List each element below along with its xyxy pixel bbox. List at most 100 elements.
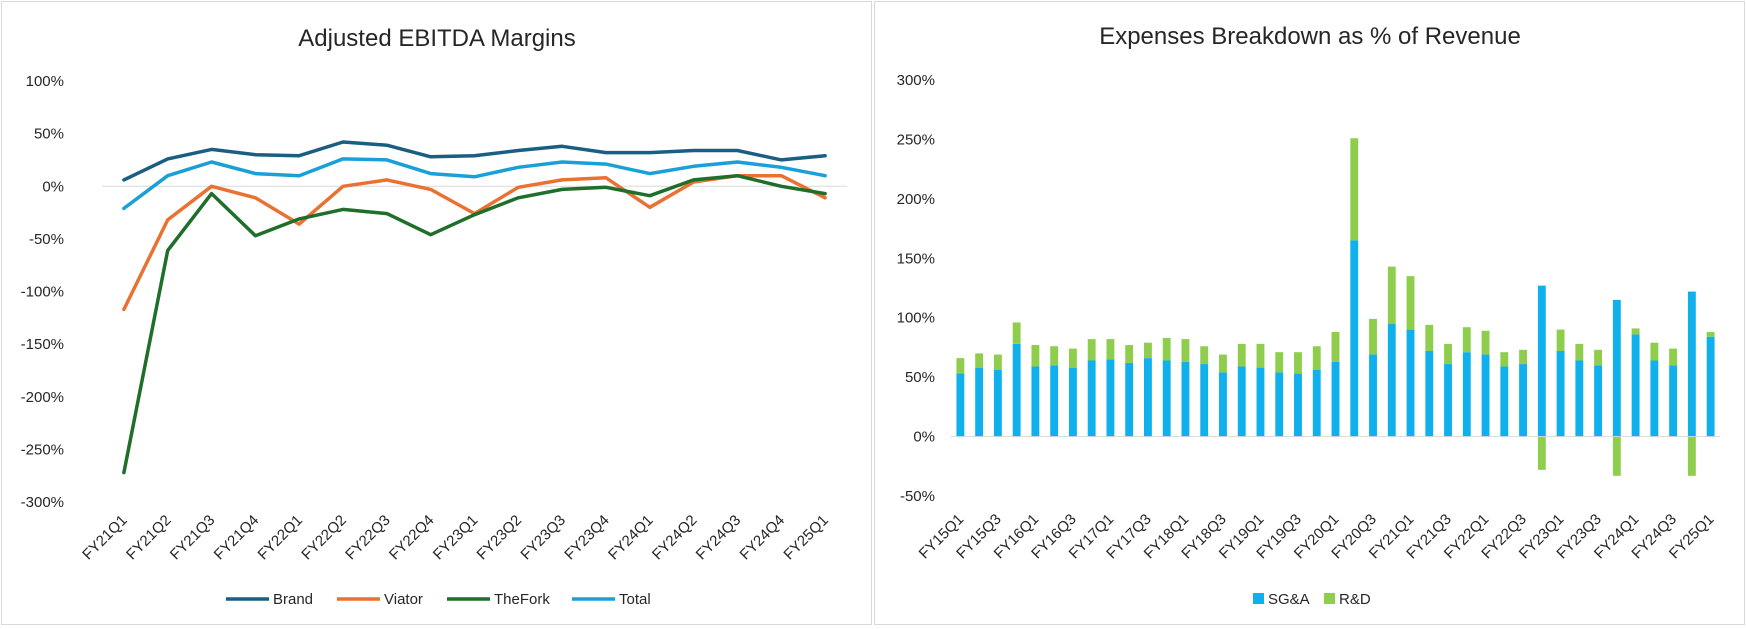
- bar-sga: [1181, 361, 1190, 437]
- y-tick-label: 50%: [34, 126, 64, 143]
- bar-rd: [1068, 348, 1077, 368]
- y-tick-label: -100%: [21, 284, 64, 301]
- bar-sga: [1631, 334, 1640, 437]
- bar-sga: [1444, 364, 1452, 437]
- expenses-bar-chart: Expenses Breakdown as % of Revenue 300% 2…: [897, 23, 1720, 608]
- bar-rd: [1256, 343, 1265, 368]
- bar-rd: [993, 354, 1002, 371]
- x-tick-label: FY23Q1: [430, 512, 482, 564]
- bar-sga: [1500, 366, 1509, 437]
- bar-sga: [1012, 343, 1021, 437]
- x-tick-label: FY22Q1: [255, 512, 307, 564]
- y-tick-label: 100%: [26, 73, 64, 90]
- bar-rd: [1294, 352, 1302, 374]
- bar-rd: [1687, 436, 1696, 476]
- y-tick-label: 200%: [897, 191, 935, 208]
- bar-rd: [1631, 328, 1640, 335]
- bar-sga: [1594, 365, 1603, 437]
- bar-rd: [1144, 342, 1152, 359]
- bar-rd: [1331, 331, 1340, 362]
- x-tick-label: FY23Q2: [474, 512, 526, 564]
- x-tick-label: FY23Q4: [561, 512, 613, 564]
- bar-rd: [1087, 339, 1096, 361]
- bar-rd: [1125, 345, 1134, 363]
- series-line-brand: [122, 140, 827, 182]
- bar-sga: [1387, 323, 1396, 437]
- bar-sga: [1369, 354, 1377, 437]
- bar-rd: [1594, 349, 1603, 366]
- legend-label-thefork: TheFork: [494, 591, 550, 608]
- bar-rd: [1556, 329, 1565, 351]
- bar-rd: [1181, 339, 1190, 362]
- x-tick-label: FY21Q2: [123, 512, 175, 564]
- bar-sga: [1462, 352, 1471, 437]
- bar-rd: [956, 358, 965, 374]
- legend-label-sga: SG&A: [1268, 591, 1310, 608]
- bar-rd: [1369, 318, 1377, 355]
- bar-sga: [993, 370, 1002, 437]
- chart-title: Expenses Breakdown as % of Revenue: [1099, 23, 1521, 50]
- bar-sga: [1612, 299, 1621, 437]
- bar-sga: [1087, 360, 1096, 437]
- bar-rd: [1350, 138, 1359, 241]
- bar-sga: [1256, 367, 1265, 437]
- y-tick-label: 300%: [897, 72, 935, 89]
- y-tick-label: 250%: [897, 131, 935, 148]
- bar-sga: [1200, 364, 1209, 437]
- bar-sga: [1144, 358, 1152, 437]
- series-line-thefork: [122, 173, 827, 475]
- bar-sga: [1669, 365, 1678, 437]
- bar-sga: [1106, 359, 1115, 437]
- bar-sga: [1068, 367, 1077, 437]
- bar-rd: [1031, 345, 1040, 367]
- bar-sga: [956, 373, 965, 437]
- bar-rd: [1387, 266, 1396, 324]
- series-line-viator: [122, 173, 827, 312]
- x-tick-label: FY22Q3: [342, 512, 394, 564]
- bar-rd: [1706, 331, 1715, 337]
- bar-sga: [1575, 360, 1584, 437]
- bar-sga: [1275, 372, 1284, 437]
- bar-rd: [1500, 352, 1509, 367]
- y-tick-label: 0%: [42, 178, 64, 195]
- chart-title: Adjusted EBITDA Margins: [298, 25, 575, 52]
- y-tick-label: -50%: [29, 231, 64, 248]
- y-tick-label: -250%: [21, 441, 64, 458]
- bar-rd: [1462, 327, 1471, 353]
- bar-sga: [1406, 329, 1415, 437]
- x-tick-label: FY22Q2: [298, 512, 350, 564]
- expenses-chart-panel: Expenses Breakdown as % of Revenue 300% 2…: [874, 1, 1745, 625]
- bar-sga: [1650, 360, 1659, 437]
- bar-rd: [1669, 348, 1678, 366]
- bar-rd: [1575, 343, 1584, 361]
- bar-sga: [1031, 366, 1040, 437]
- x-tick-label: FY21Q4: [211, 512, 263, 564]
- x-tick-label: FY24Q1: [605, 512, 657, 564]
- legend-label-total: Total: [619, 591, 651, 608]
- bar-sga: [1312, 370, 1321, 437]
- y-tick-label: 150%: [897, 250, 935, 267]
- bar-rd: [1519, 349, 1527, 365]
- legend-label-rd: R&D: [1339, 591, 1371, 608]
- bar-sga: [1331, 361, 1340, 437]
- bar-sga: [1350, 240, 1359, 437]
- bar-rd: [1050, 346, 1059, 366]
- bar-sga: [1519, 364, 1527, 437]
- bar-rd: [1219, 354, 1227, 373]
- legend-swatch-sga: [1253, 593, 1264, 604]
- bar-sga: [1050, 365, 1059, 437]
- bar-sga: [1481, 354, 1490, 437]
- bar-sga: [975, 367, 984, 437]
- y-tick-label: -200%: [21, 389, 64, 406]
- x-tick-label: FY25Q1: [780, 512, 832, 564]
- y-tick-label: -50%: [900, 488, 935, 505]
- bar-rd: [1012, 322, 1021, 344]
- bar-sga: [1125, 362, 1134, 437]
- x-tick-label: FY21Q3: [167, 512, 219, 564]
- series-line-total: [122, 157, 827, 211]
- bar-rd: [1162, 337, 1171, 361]
- legend-label-brand: Brand: [273, 591, 313, 608]
- bar-rd: [1481, 330, 1490, 355]
- bar-sga: [1706, 336, 1715, 437]
- ebitda-line-chart: Adjusted EBITDA Margins 100% 50% 0% -50% -10…: [21, 25, 847, 608]
